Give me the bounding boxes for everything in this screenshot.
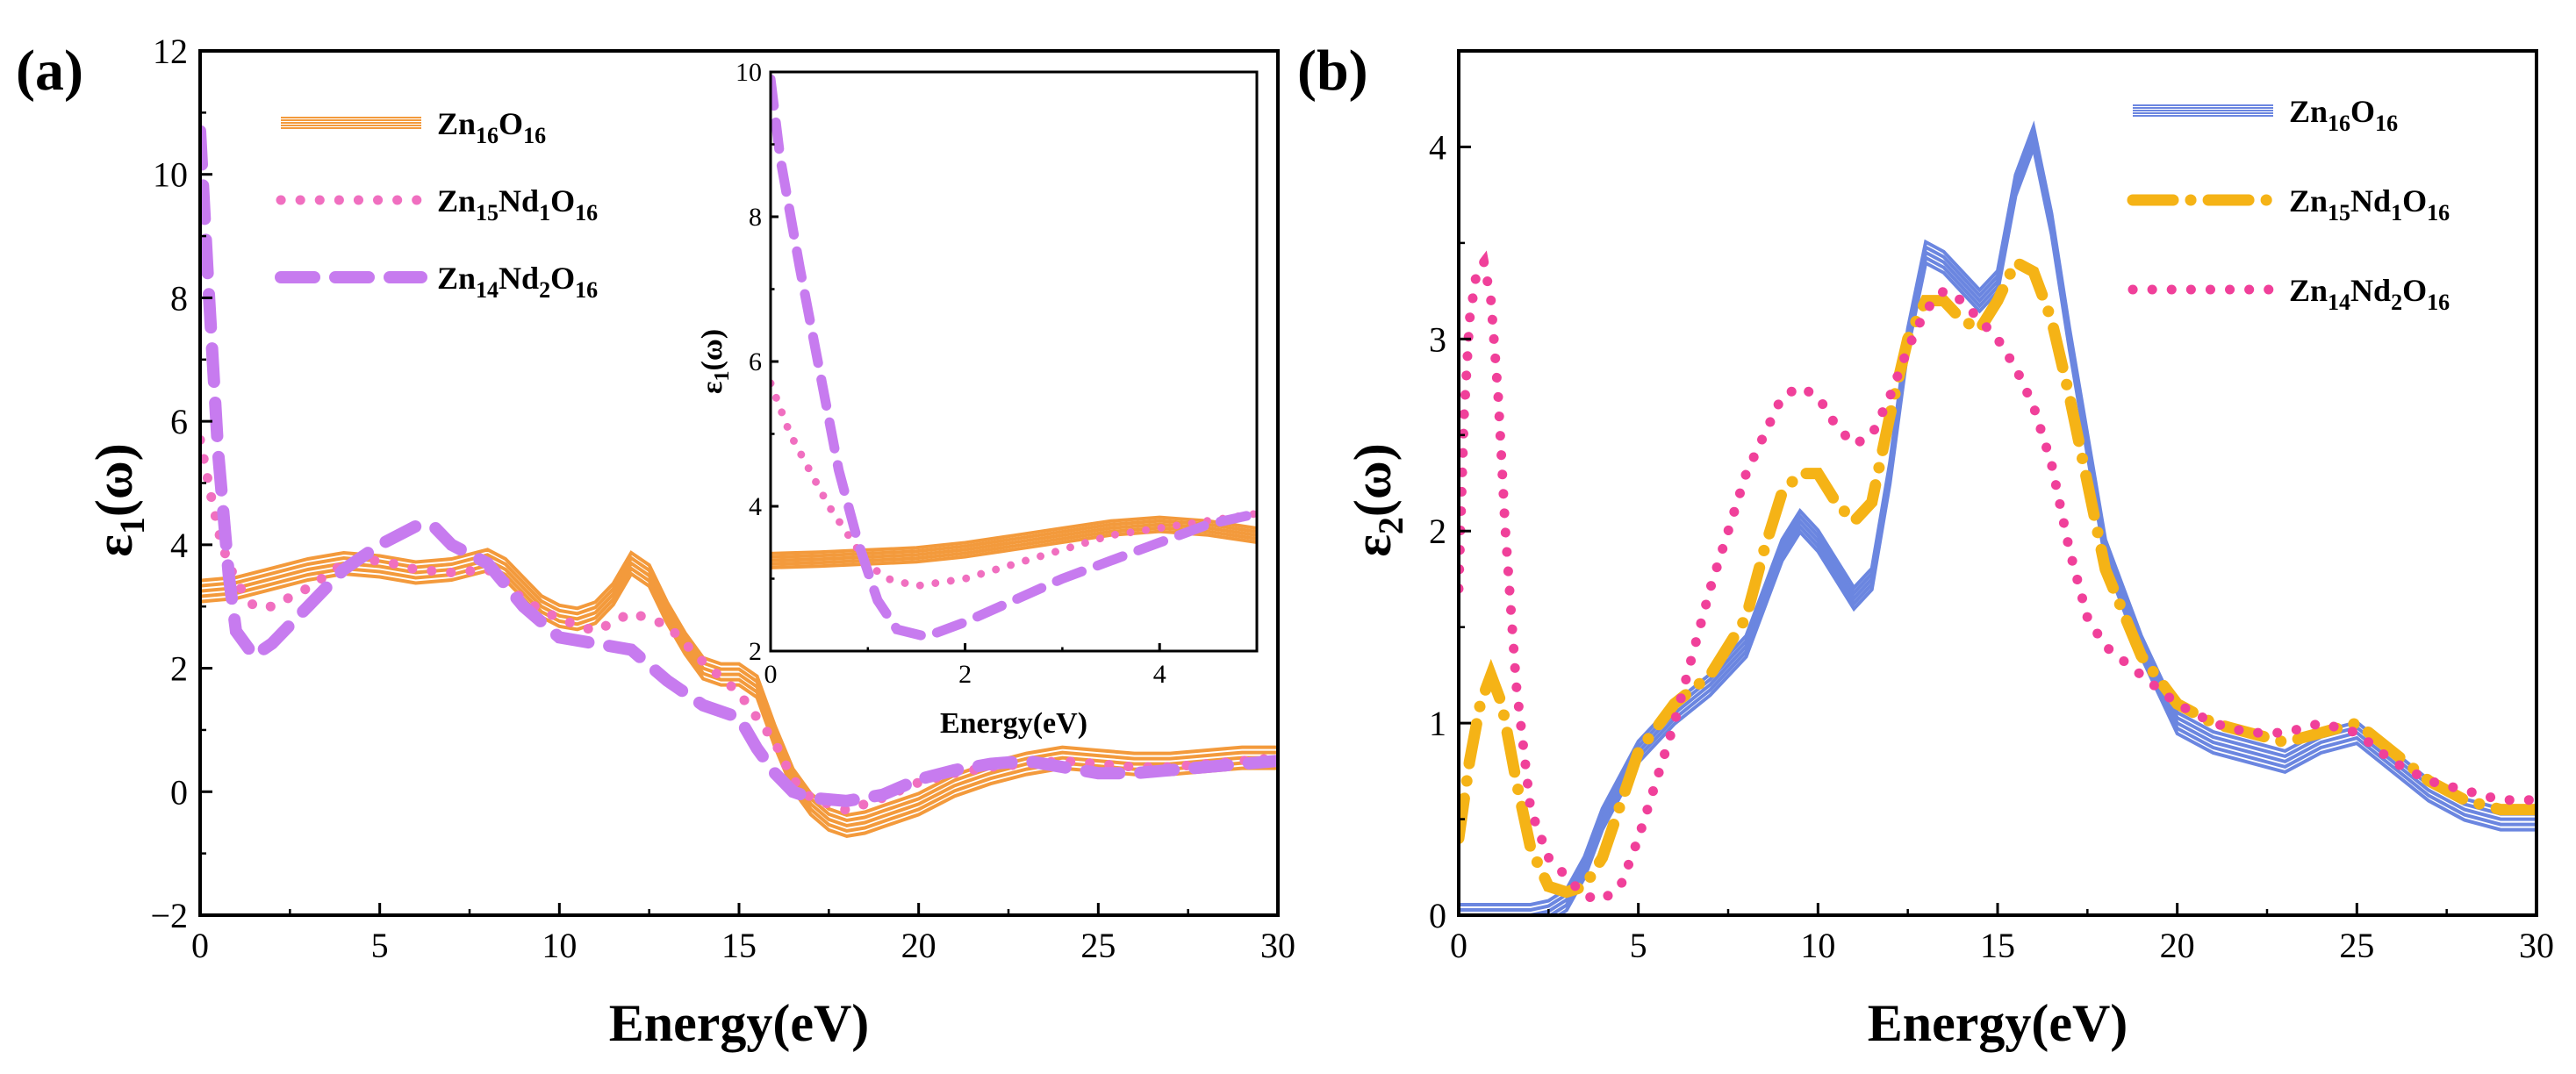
panel-b-legend-label-zn16o16: Zn16O16: [2289, 94, 2398, 136]
inset-series-zn15nd1o16: [771, 379, 1257, 591]
inset-y-tick-label: 10: [735, 58, 762, 87]
panel-a-legend-item-zn15nd1o16: Zn15Nd1O16: [276, 183, 598, 226]
panel-a-y-title-main: ε: [85, 534, 143, 557]
panel-a-x-tick-label: 30: [1260, 926, 1295, 965]
panel-b-x-tick-label: 15: [1980, 926, 2015, 965]
panel-b-x-axis-title: Energy(eV): [1868, 994, 2128, 1052]
panel-b-y-title-sub: 2: [1371, 517, 1410, 534]
panel-a-y-tick-label: 10: [153, 155, 188, 195]
panel-a-y-axis-title: ε1(ω): [85, 443, 152, 556]
panel-b-x-tick-label: 10: [1800, 926, 1835, 965]
panel-a-legend-item-zn16o16: Zn16O16: [281, 106, 546, 148]
inset-x-tick-label: 2: [958, 660, 972, 689]
panel-a-x-tick-label: 15: [721, 926, 757, 965]
panel-b-label: (b): [1297, 39, 1368, 103]
panel-a-legend-label-zn15nd1o16: Zn15Nd1O16: [437, 183, 598, 226]
panel-b-y-tick-label: 1: [1429, 704, 1446, 743]
panel-b-x-tick-label: 25: [2339, 926, 2374, 965]
panel-a-y-tick-label: 4: [170, 526, 188, 565]
panel-a-x-tick-label: 10: [542, 926, 577, 965]
panel-a-legend-label-zn14nd2o16: Zn14Nd2O16: [437, 261, 598, 303]
panel-b-legend-item-zn16o16: Zn16O16: [2133, 94, 2398, 136]
panel-a-x-tick-label: 25: [1080, 926, 1116, 965]
panel-b-y-tick-label: 3: [1429, 319, 1446, 359]
panel-b-x-tick-label: 5: [1630, 926, 1647, 965]
panel-a-series-zn16o16-stripe-4: [200, 569, 1278, 839]
panel-b-y-tick-label: 2: [1429, 512, 1446, 551]
inset-x-axis-title: Energy(eV): [940, 707, 1087, 740]
panel-b-legend-label-zn15nd1o16: Zn15Nd1O16: [2289, 183, 2450, 226]
panel-b-legend: Zn16O16 Zn15Nd1O16 Zn14Nd2O16: [2127, 94, 2450, 315]
panel-a-x-axis-title: Energy(eV): [609, 994, 870, 1052]
panel-a-series-zn14nd2o16: [200, 125, 1278, 807]
inset-series-zn16o16-stripe-0: [771, 515, 1257, 555]
panel-b-series-group: [1459, 120, 2537, 915]
panel-a-y-tick-label: 12: [153, 32, 188, 71]
inset-y-tick-label: 8: [749, 203, 762, 232]
panel-a-legend-label-zn16o16: Zn16O16: [437, 106, 546, 148]
panel-a-y-tick-label: −2: [150, 896, 188, 935]
panel-a-x-tick-label: 0: [191, 926, 209, 965]
inset-x-tick-label: 4: [1153, 660, 1166, 689]
panel-b-legend-item-zn15nd1o16: Zn15Nd1O16: [2127, 183, 2450, 226]
panel-a-series-group: [200, 125, 1278, 839]
panel-b-x-tick-label: 30: [2519, 926, 2554, 965]
inset-y-tick-label: 4: [749, 492, 762, 521]
panel-b-series-zn16o16-stripe-1: [1459, 125, 2537, 912]
panel-a-y-tick-label: 8: [170, 278, 188, 318]
inset-y-axis-title: ε1(ω): [696, 329, 734, 394]
inset-y-title-tail: (ω): [696, 329, 728, 371]
panel-a-legend: Zn16O16 Zn15Nd1O16 Zn14Nd2O16: [275, 106, 598, 303]
panel-a-legend-item-zn14nd2o16: Zn14Nd2O16: [275, 261, 598, 303]
panel-b-legend-label-zn14nd2o16: Zn14Nd2O16: [2289, 273, 2450, 315]
inset-y-tick-label: 6: [749, 347, 762, 376]
panel-b-series-zn16o16-stripe-0: [1459, 120, 2537, 906]
inset-y-title-sub: 1: [711, 370, 734, 381]
panel-b-axes: 0 5 10 15 20 25 30 0 1 2 3 4: [1429, 127, 2554, 965]
inset-series-group: [771, 74, 1257, 642]
panel-a-y-title-tail: (ω): [85, 443, 143, 517]
panel-b-y-tick-label: 0: [1429, 896, 1446, 935]
panel-a-y-tick-label: 0: [170, 772, 188, 812]
panel-b-x-tick-label: 0: [1450, 926, 1467, 965]
panel-a-x-tick-label: 20: [901, 926, 936, 965]
panel-b-legend-item-zn14nd2o16: Zn14Nd2O16: [2128, 273, 2450, 315]
panel-a-y-title-sub: 1: [112, 517, 152, 534]
panel-b-x-tick-label: 20: [2160, 926, 2195, 965]
panel-b-y-axis-title: ε2(ω): [1344, 443, 1410, 556]
panel-a-label: (a): [16, 39, 83, 103]
panel-a-x-tick-label: 5: [371, 926, 389, 965]
inset-x-tick-label: 0: [764, 660, 778, 689]
panel-b-y-title-tail: (ω): [1344, 443, 1402, 517]
inset-y-tick-label: 2: [749, 637, 762, 666]
inset-y-title-main: ε: [696, 381, 728, 394]
inset-series-zn14nd2o16: [771, 74, 1257, 642]
panel-b-y-tick-label: 4: [1429, 127, 1446, 167]
panel-a-series-zn16o16-stripe-0: [200, 548, 1278, 818]
panel-a-y-tick-label: 6: [170, 402, 188, 441]
panel-a-y-tick-label: 2: [170, 649, 188, 689]
panel-b-series-zn14nd2o16: [1459, 250, 2537, 906]
panel-b-y-title-main: ε: [1344, 534, 1402, 557]
